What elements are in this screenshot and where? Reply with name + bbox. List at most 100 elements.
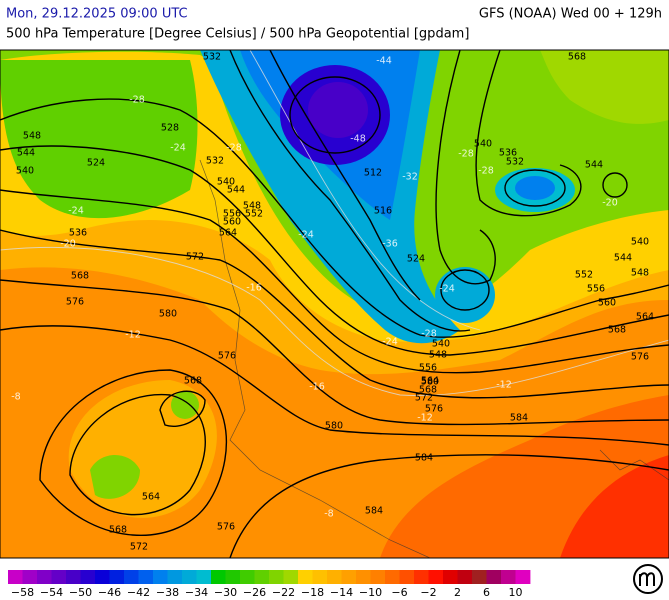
colorbar-swatch <box>283 570 299 584</box>
colorbar-label: −14 <box>330 586 353 599</box>
contour <box>0 279 669 426</box>
colorbar: −58 −54 −50 −46 −42 −38 −34 −30 −26 −22 −18 −14 −10−… <box>8 570 531 599</box>
temperature-label: -36 <box>382 239 398 250</box>
contour-label: 568 <box>184 376 202 387</box>
colorbar-swatch <box>80 570 96 584</box>
colorbar-swatch <box>153 570 168 584</box>
logo <box>633 564 663 594</box>
colorbar-swatch <box>196 570 212 584</box>
isotherm-2 <box>249 50 481 331</box>
contour-label: 568 <box>419 385 437 396</box>
colorbar-label: 2 <box>454 586 461 599</box>
field-sw-green2 <box>171 391 199 419</box>
colorbar-swatch <box>370 570 386 584</box>
colorbar-swatch <box>414 570 429 584</box>
contour-low <box>289 76 381 154</box>
temperature-label: -16 <box>309 382 325 393</box>
contour-label: 540 <box>631 237 649 248</box>
contour <box>475 50 582 217</box>
contour <box>0 229 669 399</box>
colorbar-swatch <box>254 570 270 584</box>
contour <box>0 98 669 338</box>
field-green-left <box>0 60 198 219</box>
temperature-label: -12 <box>496 380 512 391</box>
contour-ridge <box>39 369 228 536</box>
colorbar-swatch <box>124 570 139 584</box>
temperature-label: -44 <box>376 56 392 67</box>
temperature-label: -24 <box>68 206 84 217</box>
coastline-2 <box>599 449 669 481</box>
contour-label: 544 <box>614 253 632 264</box>
colorbar-label: 10 <box>509 586 523 599</box>
colorbar-label: −30 <box>214 586 237 599</box>
colorbar-swatch <box>51 570 67 584</box>
contour-label: 564 <box>636 312 654 323</box>
contour-label: 568 <box>71 271 89 282</box>
colorbar-swatch <box>443 570 458 584</box>
temperature-label: -28 <box>226 143 242 154</box>
contour-label: 560 <box>598 298 616 309</box>
colorbar-swatch <box>298 570 313 584</box>
map: 5325525485445405245285325405445485565605… <box>0 49 669 559</box>
colorbar-label: −42 <box>127 586 150 599</box>
colorbar-swatch <box>457 570 473 584</box>
colorbar-label: −2 <box>420 586 436 599</box>
coastline <box>199 159 431 558</box>
colorbar-swatch <box>356 570 371 584</box>
contour-label: 584 <box>510 413 528 424</box>
colorbar-swatch <box>240 570 255 584</box>
map-title: 500 hPa Temperature [Degree Celsius] / 5… <box>6 27 469 42</box>
field-green-ne <box>540 50 669 124</box>
temperature-label: -8 <box>11 392 20 403</box>
contour <box>435 50 496 285</box>
colorbar-swatch <box>501 570 516 584</box>
temperature-label: -20 <box>60 239 76 250</box>
contour-label: 576 <box>218 351 236 362</box>
temperature-label: -28 <box>421 329 437 340</box>
colorbar-swatch <box>138 570 154 584</box>
contour-label: 544 <box>227 185 245 196</box>
contour <box>0 145 669 356</box>
colorbar-swatch <box>95 570 110 584</box>
contour-label: 572 <box>186 252 204 263</box>
temperature-label: -24 <box>170 143 186 154</box>
contour <box>229 454 669 558</box>
colorbar-swatch <box>486 570 502 584</box>
contour-label: 536 <box>69 228 87 239</box>
contour-label: 580 <box>159 309 177 320</box>
contour-label: 568 <box>608 325 626 336</box>
contour-label: 516 <box>374 206 392 217</box>
colorbar-label: −10 <box>359 586 382 599</box>
contour-label: 580 <box>325 421 343 432</box>
contour-label: 532 <box>206 156 224 167</box>
colorbar-swatch <box>22 570 38 584</box>
colorbar-label: −50 <box>69 586 92 599</box>
colorbar-swatch <box>428 570 444 584</box>
contour-label: 556 <box>419 363 437 374</box>
contour-label: 544 <box>17 148 35 159</box>
field-sw-green <box>90 455 140 499</box>
contour-label: 572 <box>415 393 433 404</box>
temperature-label: -24 <box>439 284 455 295</box>
temperature-label: -48 <box>350 134 366 145</box>
contour-low <box>504 169 566 207</box>
contour-label: 532 <box>203 52 221 63</box>
temperature-label: -24 <box>298 230 314 241</box>
field-low-e <box>435 267 495 323</box>
contour-label: 536 <box>499 148 517 159</box>
contour-label: 576 <box>425 404 443 415</box>
colorbar-label: 6 <box>483 586 490 599</box>
contour-label: 524 <box>407 254 425 265</box>
contour-label: 572 <box>130 542 148 553</box>
contour-label: 556 <box>223 209 241 220</box>
colorbar-swatch <box>225 570 241 584</box>
contour-label: 524 <box>87 158 105 169</box>
colorbar-swatch <box>66 570 81 584</box>
contour-label: 552 <box>575 270 593 281</box>
contour-label: 584 <box>415 453 433 464</box>
contour-label: 556 <box>587 284 605 295</box>
colorbar-swatch <box>341 570 357 584</box>
contour-label: 580 <box>421 377 439 388</box>
colorbar-swatch <box>109 570 125 584</box>
